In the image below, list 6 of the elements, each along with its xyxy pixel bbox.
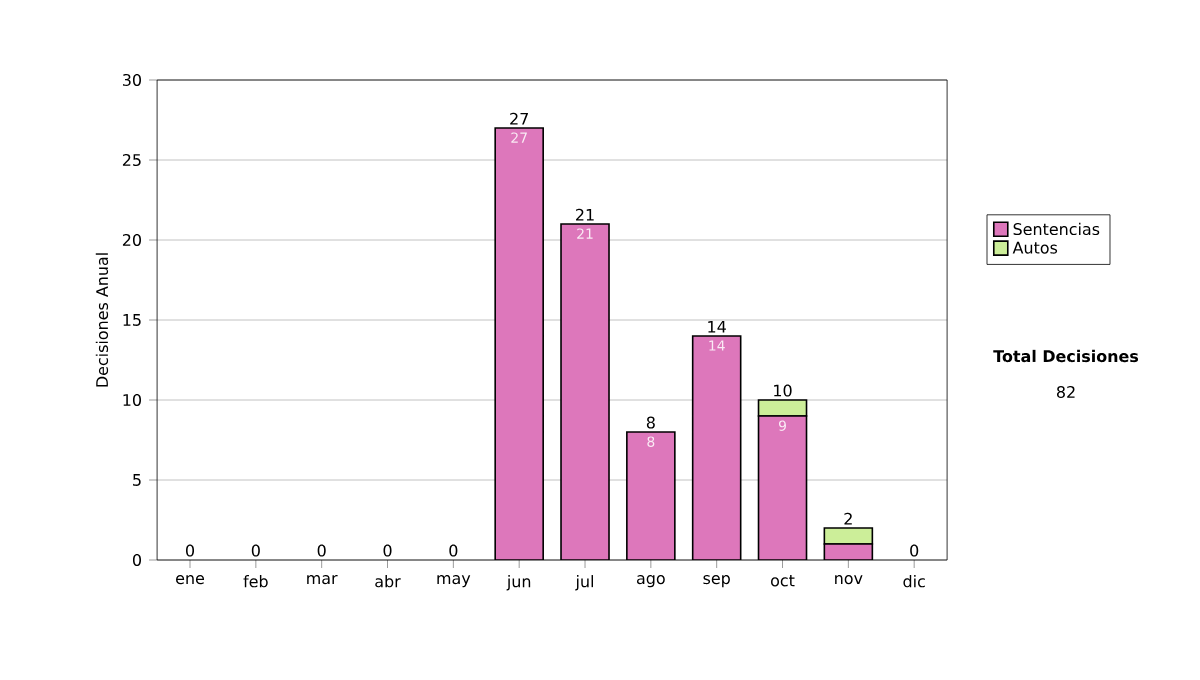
bar [757,415,808,560]
bar [494,127,544,560]
bar [691,335,742,560]
bar [626,431,676,560]
bar [757,399,808,417]
bar [560,223,610,560]
